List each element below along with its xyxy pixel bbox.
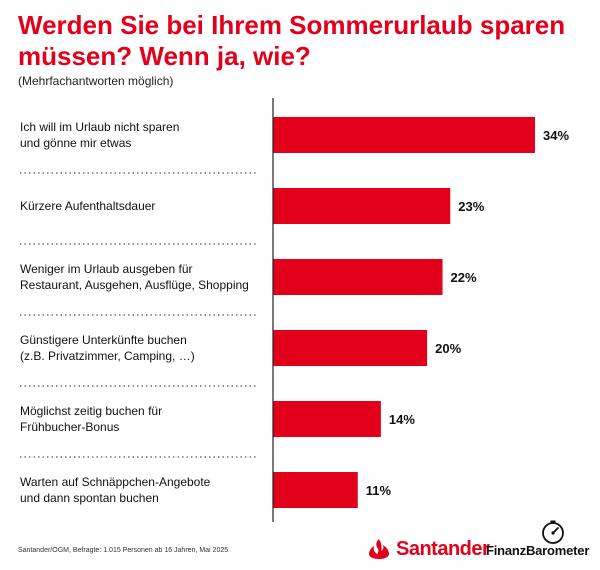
category-label: Ich will im Urlaub nicht sparen und gönne… xyxy=(20,120,179,150)
value-label: 20% xyxy=(435,341,461,356)
bar-chart: 34% Ich will im Urlaub nicht sparen und gö… xyxy=(20,98,569,522)
chart-title: Werden Sie bei Ihrem Sommerurlaub sparen… xyxy=(18,10,566,71)
value-label: 22% xyxy=(451,270,477,285)
brand-logo: Santander FinanzBarometer xyxy=(366,520,598,564)
bar-5 xyxy=(273,401,381,437)
bar-4 xyxy=(273,330,428,366)
bar-2 xyxy=(273,188,451,224)
source-note: Santander/OGM, Befragte: 1.015 Personen … xyxy=(18,547,229,554)
bar-3 xyxy=(273,259,443,295)
category-label: Günstigere Unterkünfte buchen (z.B. Priva… xyxy=(20,333,195,363)
bar-6 xyxy=(273,472,358,508)
value-label: 14% xyxy=(389,412,415,427)
value-label: 11% xyxy=(366,483,392,498)
bar-1 xyxy=(273,117,535,153)
category-label: Weniger im Urlaub ausgeben für Restaurant… xyxy=(20,262,249,292)
category-label: Möglichst zeitig buchen für Frühbucher-Bo… xyxy=(20,404,162,434)
value-label: 34% xyxy=(543,128,569,143)
category-label: Warten auf Schnäppchen-Angebote und dann … xyxy=(20,475,211,505)
chart-subtitle: (Mehrfachantworten möglich) xyxy=(18,74,174,88)
brand-name: Santander xyxy=(396,538,490,560)
brand-subname: FinanzBarometer xyxy=(486,543,590,558)
value-label: 23% xyxy=(458,199,484,214)
flame-icon xyxy=(369,539,389,559)
category-label: Kürzere Aufenthaltsdauer xyxy=(20,199,155,213)
gauge-icon xyxy=(542,520,564,544)
